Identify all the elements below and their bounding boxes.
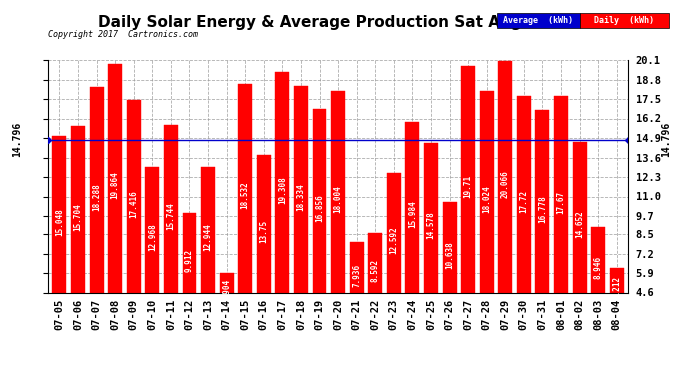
Bar (201, 167, 215, 362)
Bar (442, 202, 457, 362)
Bar (387, 172, 401, 362)
Text: 17.416: 17.416 (129, 190, 138, 218)
Text: 18.532: 18.532 (241, 182, 250, 209)
Bar (461, 66, 475, 362)
Text: 15.744: 15.744 (166, 202, 175, 230)
Bar (480, 91, 493, 362)
Text: 7.936: 7.936 (352, 263, 361, 286)
Bar (108, 63, 122, 362)
Bar (52, 136, 66, 362)
Bar (350, 243, 364, 362)
Text: 14.578: 14.578 (426, 211, 435, 239)
Bar (71, 126, 85, 362)
Text: Copyright 2017  Cartronics.com: Copyright 2017 Cartronics.com (48, 30, 198, 39)
Bar (573, 142, 586, 362)
Bar (368, 232, 382, 362)
Bar (313, 109, 326, 361)
Bar (331, 92, 345, 362)
Bar (219, 273, 234, 362)
Text: 6.212: 6.212 (612, 276, 621, 300)
Text: 14.796: 14.796 (12, 122, 22, 157)
Bar (424, 143, 438, 362)
Text: 18.004: 18.004 (333, 186, 343, 213)
Text: Average  (kWh): Average (kWh) (503, 16, 573, 25)
Text: 18.288: 18.288 (92, 183, 101, 211)
Text: 8.592: 8.592 (371, 258, 380, 282)
Text: Daily Solar Energy & Average Production Sat Aug 5 20:05: Daily Solar Energy & Average Production … (98, 15, 592, 30)
Text: Daily  (kWh): Daily (kWh) (595, 16, 654, 25)
Text: 16.778: 16.778 (538, 195, 547, 222)
Text: 17.72: 17.72 (520, 190, 529, 213)
Text: 19.71: 19.71 (464, 175, 473, 198)
Bar (591, 227, 605, 362)
Text: 16.856: 16.856 (315, 194, 324, 222)
Text: 20.066: 20.066 (501, 170, 510, 198)
Bar (294, 87, 308, 362)
Text: 14.796: 14.796 (661, 122, 671, 157)
Bar (554, 96, 568, 362)
Bar (164, 125, 178, 362)
Bar (238, 84, 252, 362)
Text: 15.704: 15.704 (74, 203, 83, 231)
Text: 18.334: 18.334 (297, 183, 306, 211)
Bar (498, 60, 512, 362)
Bar (535, 110, 549, 362)
Text: 14.652: 14.652 (575, 211, 584, 238)
Text: 19.864: 19.864 (110, 172, 119, 200)
Text: 17.67: 17.67 (557, 190, 566, 213)
Bar (406, 122, 420, 362)
Text: 15.048: 15.048 (55, 208, 64, 236)
Text: 12.944: 12.944 (204, 224, 213, 251)
Text: 12.592: 12.592 (389, 226, 398, 254)
Bar (610, 268, 624, 362)
Bar (183, 213, 197, 362)
Text: 19.308: 19.308 (278, 176, 287, 204)
Text: 9.912: 9.912 (185, 249, 194, 272)
Bar (275, 72, 289, 362)
Text: 5.904: 5.904 (222, 279, 231, 302)
Bar (257, 155, 270, 362)
Bar (517, 96, 531, 362)
Text: 18.024: 18.024 (482, 186, 491, 213)
Text: 15.984: 15.984 (408, 201, 417, 228)
Bar (127, 100, 141, 362)
Bar (90, 87, 104, 362)
Bar (146, 167, 159, 362)
Text: 13.75: 13.75 (259, 220, 268, 243)
Text: 12.968: 12.968 (148, 224, 157, 251)
Text: 10.638: 10.638 (445, 241, 454, 268)
Text: 8.946: 8.946 (593, 256, 602, 279)
